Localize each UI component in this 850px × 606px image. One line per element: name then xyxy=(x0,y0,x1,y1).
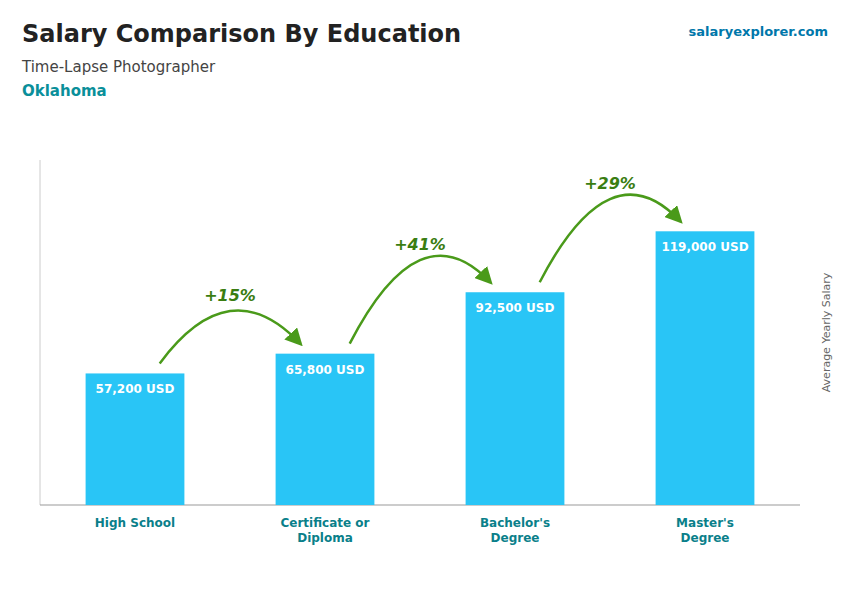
location: Oklahoma xyxy=(22,82,107,100)
x-tick-label-line: Master's xyxy=(676,516,734,530)
change-label: +41% xyxy=(394,235,446,254)
x-tick-label: High School xyxy=(95,516,175,530)
x-tick-label-line: Diploma xyxy=(297,531,353,545)
data-label: 92,500 USD xyxy=(476,301,555,315)
change-arrow xyxy=(350,256,491,344)
x-tick-label: Master'sDegree xyxy=(676,516,734,545)
change-label: +29% xyxy=(584,174,636,193)
change-arrow xyxy=(540,195,681,283)
change-label: +15% xyxy=(204,286,256,305)
data-label: 65,800 USD xyxy=(286,363,365,377)
chart: Salary Comparison By Education Time-Lapse… xyxy=(0,0,850,606)
change-arrow xyxy=(160,311,301,364)
x-tick-label-line: Degree xyxy=(491,531,540,545)
bars xyxy=(86,231,755,505)
data-label: 57,200 USD xyxy=(96,382,175,396)
y-axis-label: Average Yearly Salary xyxy=(820,272,833,392)
x-tick-label: Certificate orDiploma xyxy=(280,516,369,545)
y-axis-line xyxy=(40,160,41,505)
bar xyxy=(466,292,565,505)
x-tick-label-line: Bachelor's xyxy=(480,516,550,530)
x-tick-label-line: Degree xyxy=(681,531,730,545)
x-tick-label: Bachelor'sDegree xyxy=(480,516,550,545)
bar xyxy=(276,354,375,505)
bar xyxy=(86,373,185,505)
bar xyxy=(656,231,755,505)
x-tick-label-line: Certificate or xyxy=(280,516,369,530)
x-tick-label-line: High School xyxy=(95,516,175,530)
source: salaryexplorer.com xyxy=(689,24,828,39)
data-label: 119,000 USD xyxy=(661,240,748,254)
subtitle: Time-Lapse Photographer xyxy=(21,58,216,76)
title: Salary Comparison By Education xyxy=(22,20,461,48)
